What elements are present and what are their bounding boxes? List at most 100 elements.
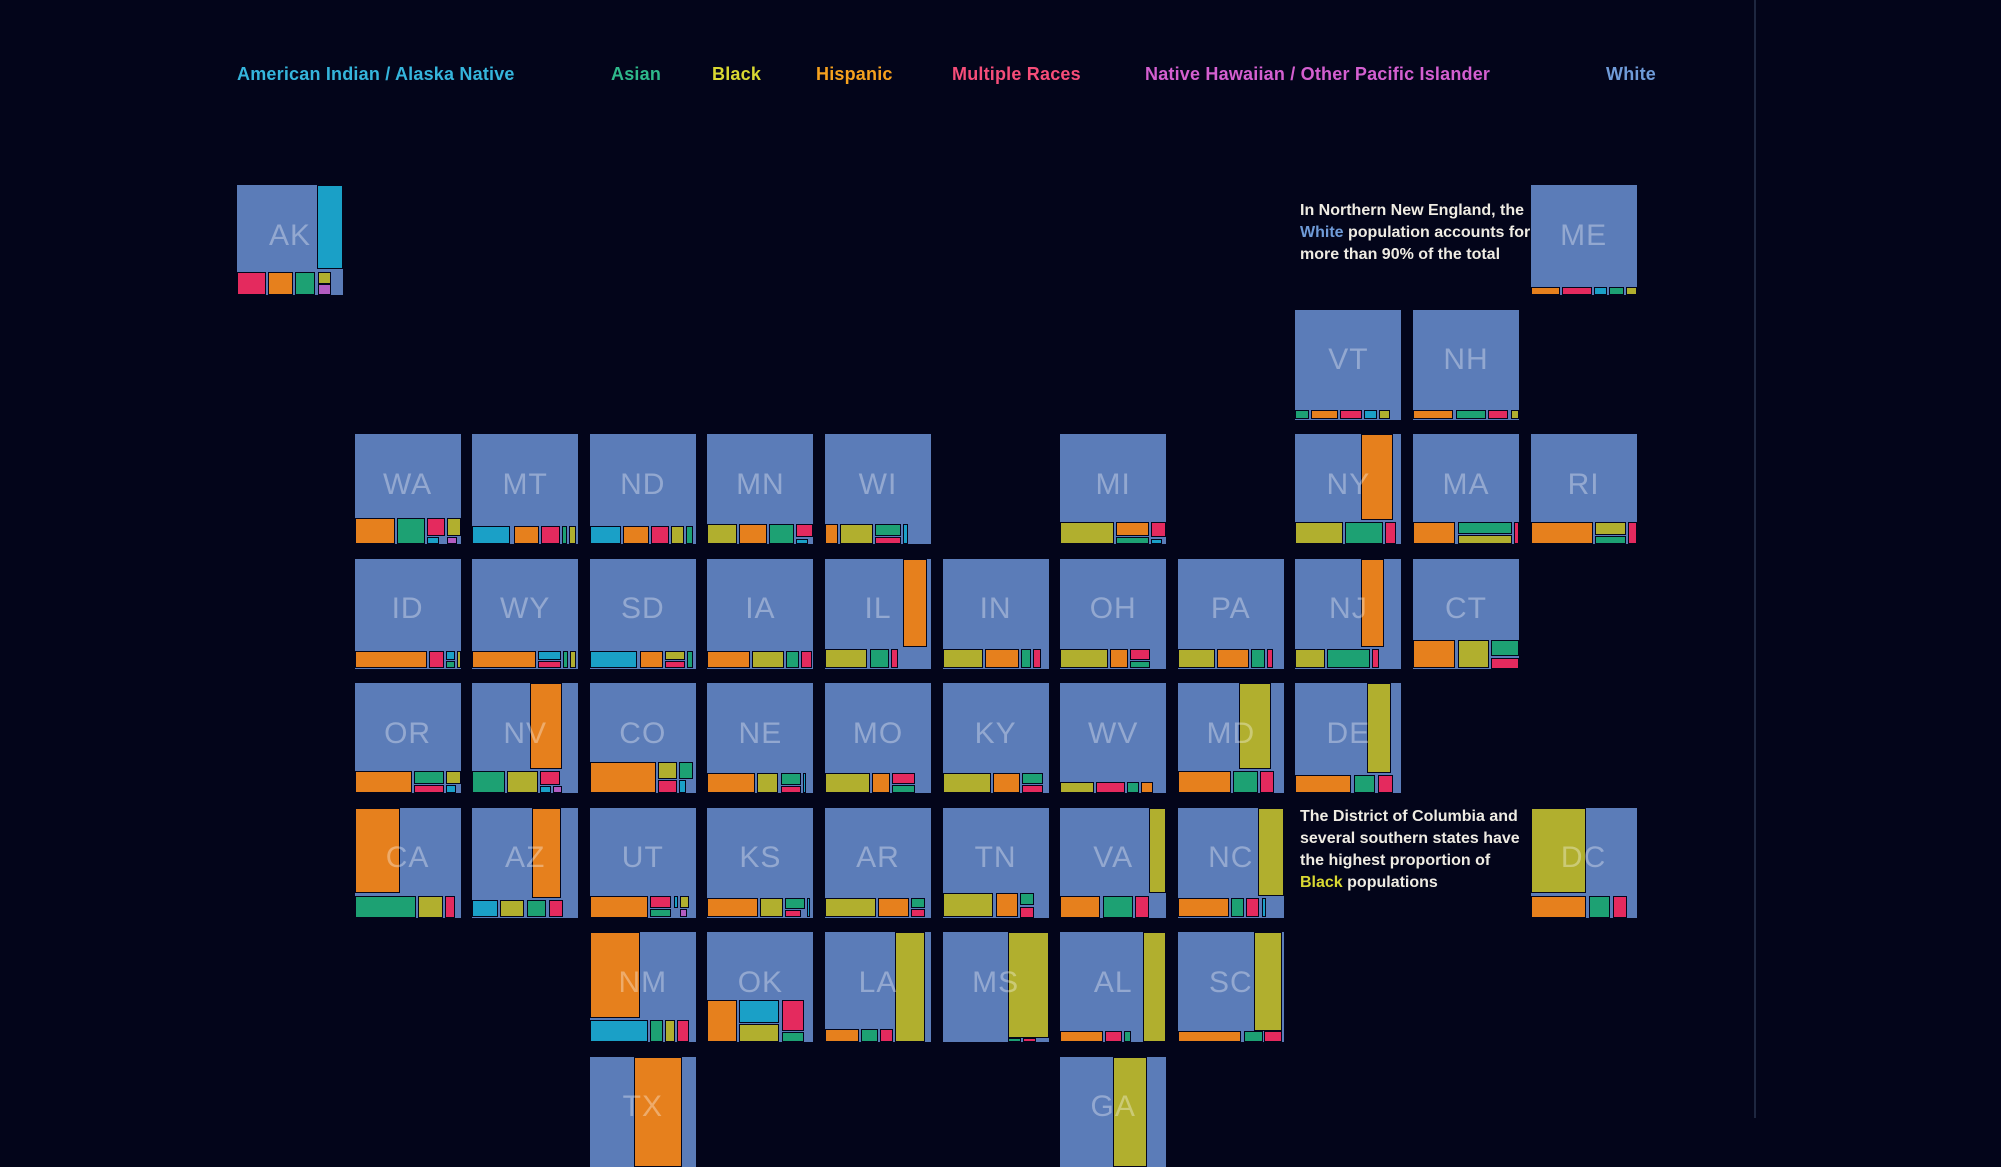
- demographic-block-asian: [1327, 648, 1370, 669]
- state-tile-ar[interactable]: AR: [825, 807, 931, 918]
- state-label: IA: [745, 592, 776, 626]
- state-tile-pa[interactable]: PA: [1177, 558, 1284, 669]
- state-tile-nv[interactable]: NV: [472, 683, 579, 793]
- demographic-block-asian: [1019, 893, 1034, 906]
- state-tile-oh[interactable]: OH: [1060, 558, 1167, 669]
- demographic-block-nhpi: [552, 786, 563, 793]
- demographic-block-aian: [472, 899, 498, 918]
- demographic-block-hispanic: [825, 1028, 859, 1042]
- demographic-block-hispanic: [472, 650, 536, 669]
- state-tile-ia[interactable]: IA: [707, 558, 814, 669]
- state-label: WV: [1088, 716, 1139, 750]
- state-tile-sd[interactable]: SD: [589, 558, 696, 669]
- demographic-block-black: [825, 648, 868, 669]
- state-tile-ne[interactable]: NE: [707, 683, 814, 793]
- state-label: WI: [858, 467, 898, 501]
- legend-item-aian[interactable]: American Indian / Alaska Native: [237, 64, 515, 84]
- demographic-block-hispanic: [1177, 771, 1231, 793]
- demographic-block-multiple: [1491, 657, 1519, 669]
- state-tile-or[interactable]: OR: [354, 683, 461, 793]
- state-tile-ca[interactable]: CA: [354, 807, 461, 918]
- state-label: ND: [620, 467, 666, 501]
- state-tile-az[interactable]: AZ: [472, 807, 579, 918]
- state-label: IL: [864, 592, 892, 626]
- state-tile-ky[interactable]: KY: [942, 683, 1049, 793]
- state-tile-md[interactable]: MD: [1177, 683, 1284, 793]
- state-tile-il[interactable]: IL: [825, 558, 931, 669]
- demographic-block-hispanic: [1110, 648, 1129, 669]
- state-tile-me[interactable]: ME: [1530, 185, 1637, 295]
- state-tile-ut[interactable]: UT: [589, 807, 696, 918]
- legend-item-nhpi[interactable]: Native Hawaiian / Other Pacific Islander: [1145, 64, 1491, 84]
- state-tile-nd[interactable]: ND: [589, 434, 696, 544]
- demographic-block-aian: [589, 526, 621, 544]
- state-tile-ks[interactable]: KS: [707, 807, 814, 918]
- demographic-block-asian: [874, 524, 902, 537]
- state-tile-al[interactable]: AL: [1060, 932, 1167, 1042]
- state-tile-nc[interactable]: NC: [1177, 807, 1284, 918]
- demographic-block-multiple: [1104, 1031, 1122, 1042]
- state-tile-co[interactable]: CO: [589, 683, 696, 793]
- legend-item-black[interactable]: Black: [712, 64, 762, 84]
- state-tile-tn[interactable]: TN: [942, 807, 1049, 918]
- demographic-block-black: [1239, 683, 1272, 769]
- legend-item-hispanic[interactable]: Hispanic: [816, 64, 893, 84]
- state-tile-ny[interactable]: NY: [1295, 434, 1402, 544]
- demographic-block-aian: [316, 185, 343, 269]
- state-tile-ga[interactable]: GA: [1060, 1056, 1167, 1167]
- state-label: ID: [391, 592, 424, 626]
- demographic-block-hispanic: [1361, 558, 1385, 647]
- demographic-block-black: [1177, 648, 1215, 669]
- demographic-block-asian: [1588, 895, 1611, 918]
- demographic-block-black: [751, 650, 784, 669]
- state-label: ME: [1560, 218, 1608, 252]
- state-tile-mo[interactable]: MO: [825, 683, 931, 793]
- demographic-block-hispanic: [707, 773, 756, 793]
- state-tile-wy[interactable]: WY: [472, 558, 579, 669]
- legend-item-white[interactable]: White: [1606, 64, 1656, 84]
- demographic-block-asian: [861, 1028, 878, 1042]
- state-tile-ak[interactable]: AK: [237, 185, 343, 295]
- state-tile-wa[interactable]: WA: [354, 434, 461, 544]
- demographic-block-black: [942, 773, 992, 793]
- state-tile-la[interactable]: LA: [825, 932, 931, 1042]
- state-tile-nm[interactable]: NM: [589, 932, 696, 1042]
- state-tile-mn[interactable]: MN: [707, 434, 814, 544]
- state-tile-ct[interactable]: CT: [1413, 558, 1519, 669]
- legend-item-multiple[interactable]: Multiple Races: [952, 64, 1081, 84]
- demographic-block-asian: [1116, 537, 1150, 544]
- state-tile-ok[interactable]: OK: [707, 932, 814, 1042]
- state-tile-tx[interactable]: TX: [589, 1056, 696, 1167]
- state-tile-nh[interactable]: NH: [1413, 309, 1519, 420]
- legend-item-asian[interactable]: Asian: [611, 64, 662, 84]
- demographic-block-asian: [650, 1020, 663, 1042]
- state-tile-ri[interactable]: RI: [1530, 434, 1637, 544]
- demographic-block-hispanic: [354, 771, 412, 793]
- demographic-block-hispanic: [634, 1056, 682, 1167]
- state-tile-in[interactable]: IN: [942, 558, 1049, 669]
- state-tile-id[interactable]: ID: [354, 558, 461, 669]
- state-label: MN: [736, 467, 785, 501]
- annotation-line: White population accounts for: [1300, 222, 1590, 244]
- state-tile-ma[interactable]: MA: [1413, 434, 1519, 544]
- state-tile-va[interactable]: VA: [1060, 807, 1167, 918]
- demographic-block-black: [1625, 287, 1637, 295]
- demographic-block-asian: [650, 908, 672, 918]
- state-tile-mi[interactable]: MI: [1060, 434, 1167, 544]
- state-tile-wv[interactable]: WV: [1060, 683, 1167, 793]
- state-tile-mt[interactable]: MT: [472, 434, 579, 544]
- annotation-text: several southern states have: [1300, 830, 1520, 847]
- state-tile-de[interactable]: DE: [1295, 683, 1402, 793]
- state-label: OK: [737, 965, 784, 999]
- state-tile-ms[interactable]: MS: [942, 932, 1049, 1042]
- state-tile-sc[interactable]: SC: [1177, 932, 1284, 1042]
- demographic-block-multiple: [665, 660, 686, 669]
- state-tile-dc[interactable]: DC: [1530, 807, 1637, 918]
- demographic-block-black: [679, 895, 690, 908]
- state-tile-wi[interactable]: WI: [825, 434, 931, 544]
- demographic-block-multiple: [880, 1028, 893, 1042]
- demographic-block-multiple: [1613, 895, 1628, 918]
- state-tile-nj[interactable]: NJ: [1295, 558, 1402, 669]
- state-tile-vt[interactable]: VT: [1295, 309, 1402, 420]
- demographic-block-multiple: [910, 908, 925, 918]
